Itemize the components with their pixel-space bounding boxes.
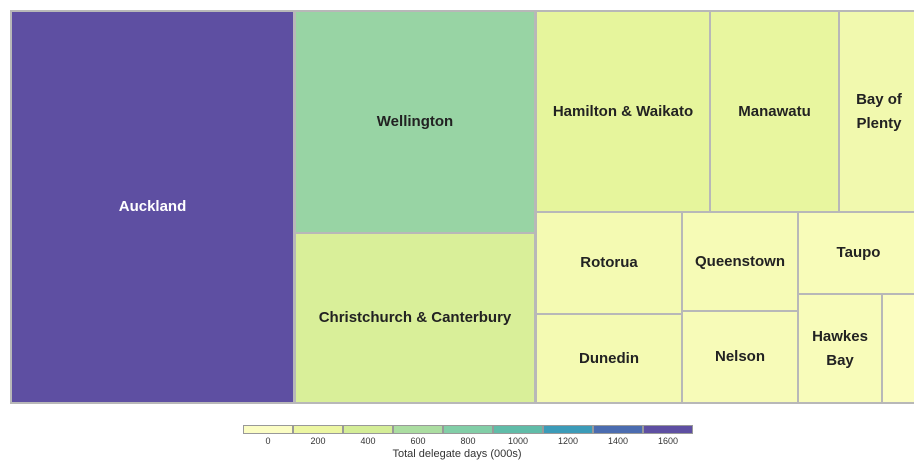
cell-label: Hamilton & Waikato [552,102,694,120]
legend-tick-label: 0 [265,436,271,446]
treemap-cell: Hamilton & Waikato [535,10,711,213]
legend-swatch [443,425,493,434]
cell-label: Nelson [714,348,765,365]
treemap-cell: Taupo [797,211,914,295]
treemap-cell: Rotorua [535,211,683,315]
legend-swatch [593,425,643,434]
cell-label: Wellington [376,113,454,130]
legend-tick-label: 400 [360,436,376,446]
legend-tick-label: 1400 [607,436,629,446]
treemap-cell: Wellington [294,10,536,234]
treemap-cell: Auckland [10,10,295,404]
cell-label: Manawatu [738,102,811,120]
legend-swatch [393,425,443,434]
cell-label: Bay of Plenty [856,90,902,132]
cell-label: Auckland [118,198,187,215]
legend-tick-label: 1600 [657,436,679,446]
treemap-cell [881,293,914,404]
legend-swatch [343,425,393,434]
legend-swatch [243,425,293,434]
treemap-cell: Hawkes Bay [797,293,883,404]
cell-label: Dunedin [579,349,639,367]
legend-swatch [543,425,593,434]
legend-swatch [293,425,343,434]
legend-tick-label: 600 [410,436,426,446]
legend-swatch [493,425,543,434]
legend-title: Total delegate days (000s) [392,448,522,460]
legend-tick-label: 200 [310,436,326,446]
cell-label: Queenstown [694,252,785,270]
treemap-cell: Dunedin [535,313,683,404]
legend-swatch [643,425,693,434]
treemap-cell: Bay of Plenty [838,10,914,213]
legend-tick-label: 1200 [557,436,579,446]
treemap-cell: Queenstown [681,211,799,312]
cell-label: Hawkes Bay [812,327,868,369]
treemap-cell: Manawatu [709,10,840,213]
cell-label: Taupo [836,244,881,261]
legend-tick-label: 800 [460,436,476,446]
treemap-cell: Christchurch & Canterbury [294,232,536,404]
cell-label: Christchurch & Canterbury [318,309,512,326]
treemap-cell: Nelson [681,310,799,404]
cell-label: Rotorua [580,254,638,271]
legend-tick-label: 1000 [507,436,529,446]
